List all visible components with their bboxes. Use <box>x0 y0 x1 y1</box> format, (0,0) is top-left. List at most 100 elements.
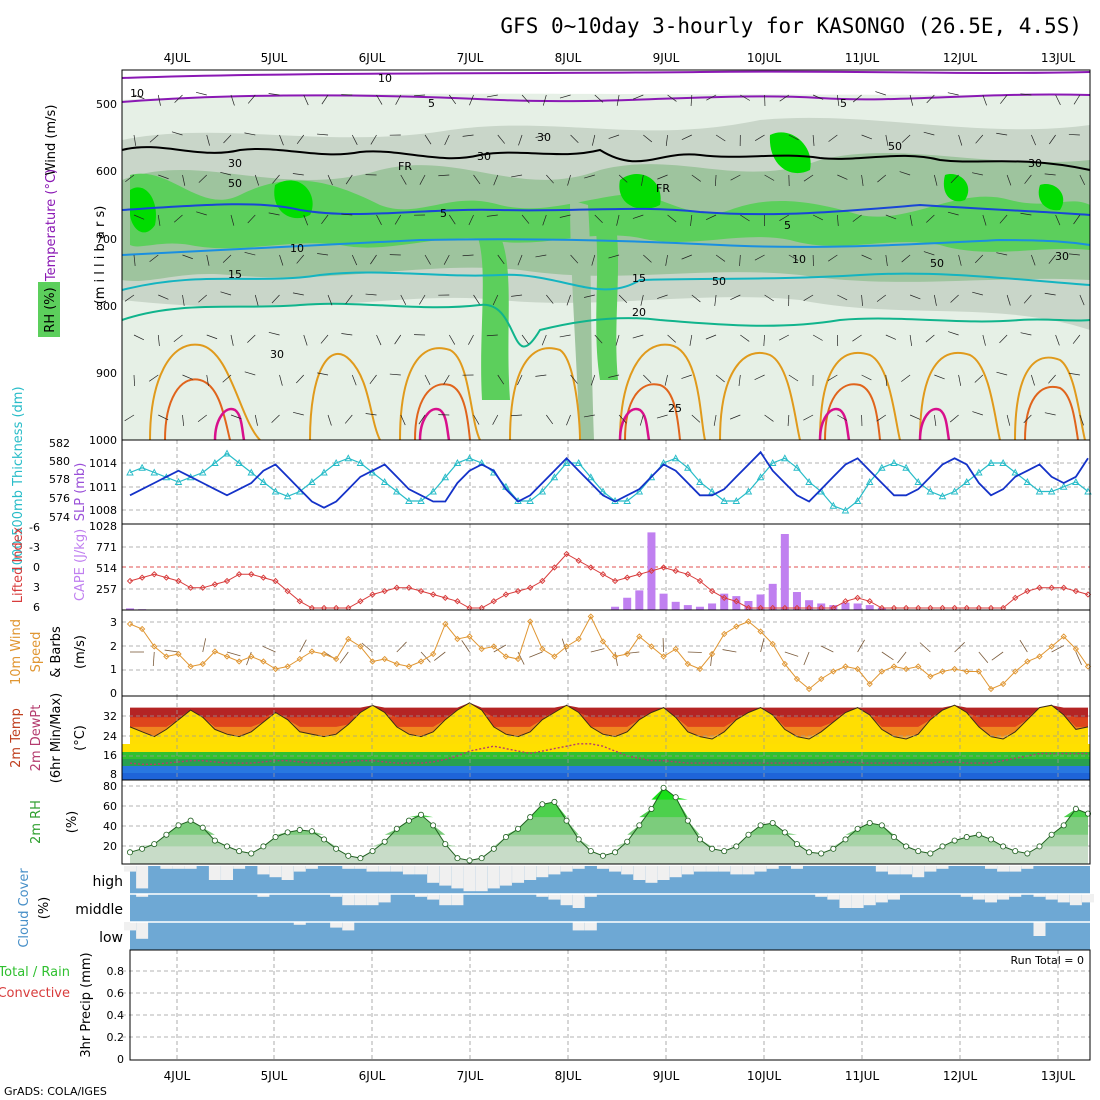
contour-label-15-b: 15 <box>632 272 646 285</box>
thickness-point-65 <box>914 478 922 485</box>
surface-barb-28 <box>461 640 470 653</box>
thickness-point-51 <box>744 487 753 495</box>
middle-cloud-bar-21 <box>378 894 391 903</box>
upper-barb-353 <box>934 414 937 426</box>
upper-barb-300 <box>608 374 620 378</box>
rh-point-46 <box>684 817 691 824</box>
wind-point-35 <box>551 653 558 660</box>
thickness-point-8 <box>223 449 231 457</box>
li-point-20 <box>369 591 376 598</box>
contour-label-5-a: 5 <box>440 207 447 220</box>
cape-bar-55 <box>792 592 801 610</box>
upper-barb-112 <box>899 171 911 176</box>
wind-point-52 <box>757 628 764 635</box>
rh-point-78 <box>1072 805 1079 812</box>
cape-tick-771: 771 <box>96 541 117 554</box>
upper-barb-94 <box>473 174 481 185</box>
upper-barb-91 <box>400 174 407 185</box>
thickness-point-61 <box>865 478 874 485</box>
li-point-76 <box>1048 584 1055 591</box>
upper-barb-104 <box>714 174 717 186</box>
thickness-point-7 <box>211 459 219 466</box>
thickness-point-38 <box>587 473 595 481</box>
precip-ylabel-b: Convective <box>0 986 70 1001</box>
thickness-point-39 <box>599 487 607 495</box>
upper-barb-24 <box>706 94 717 101</box>
upper-barb-167 <box>296 254 305 264</box>
wind-point-2 <box>151 643 158 650</box>
high-cloud-bar-48 <box>706 866 719 872</box>
wind-point-1 <box>138 625 146 633</box>
upper-barb-323 <box>197 414 207 423</box>
upper-barb-6 <box>268 93 280 96</box>
date-label-bottom-5: 9JUL <box>653 1069 680 1083</box>
upper-barb-177 <box>535 254 547 258</box>
upper-barb-96 <box>511 174 523 178</box>
middle-cloud-bar-27 <box>451 894 464 906</box>
rh-point-12 <box>272 834 279 841</box>
upper-barb-358 <box>1044 412 1056 416</box>
rh2m-marks <box>127 784 1092 864</box>
middle-cloud-bar-75 <box>1033 894 1046 897</box>
upper-barb-158 <box>1055 214 1061 226</box>
thickness-point-15 <box>308 478 316 485</box>
upper-barb-337 <box>546 414 554 425</box>
upper-barb-310 <box>861 374 872 381</box>
upper-barb-136 <box>521 214 530 224</box>
thickness-tick-582: 582 <box>49 437 70 450</box>
cape-bar-54 <box>780 534 789 610</box>
upper-barb-186 <box>754 254 765 261</box>
thickness-point-18 <box>344 454 353 462</box>
rh-point-0 <box>127 849 134 856</box>
upper-barb-117 <box>1024 174 1032 184</box>
li-point-10 <box>248 571 255 578</box>
middle-cloud-bar-59 <box>839 894 852 908</box>
upper-barb-258 <box>559 334 571 338</box>
rh-vertical-plume-1 <box>475 230 510 400</box>
rh-point-57 <box>818 850 825 857</box>
temp-tick-16: 16 <box>103 749 117 762</box>
upper-barb-309 <box>827 374 838 381</box>
rh-point-53 <box>769 820 776 827</box>
middle-cloud-bar-71 <box>984 894 997 903</box>
high-cloud-bar-40 <box>609 866 622 872</box>
upper-barb-218 <box>566 294 571 306</box>
high-cloud-bar-33 <box>524 866 537 880</box>
upper-barb-220 <box>618 294 628 304</box>
cape-tick-257: 257 <box>96 583 117 596</box>
wind-point-23 <box>405 663 413 670</box>
wind-point-8 <box>223 653 231 660</box>
high-cloud-bar-8 <box>221 866 234 880</box>
upper-barb-301 <box>643 374 652 384</box>
upper-barb-254 <box>468 334 474 345</box>
upper-barb-13 <box>449 94 457 105</box>
upper-barb-265 <box>740 334 750 342</box>
wind-point-78 <box>1072 645 1080 653</box>
li-point-6 <box>199 584 206 591</box>
high-cloud-bar-18 <box>342 866 355 869</box>
upper-barb-332 <box>418 414 426 425</box>
upper-barb-134 <box>468 214 474 226</box>
temp-tick-24: 24 <box>103 730 117 743</box>
high-cloud-bar-43 <box>645 866 658 883</box>
upper-barb-34 <box>947 92 959 96</box>
high-cloud-bar-47 <box>693 866 706 872</box>
pressure-tick-700: 700 <box>96 233 117 246</box>
thickness-point-16 <box>320 468 328 476</box>
rh-point-75 <box>1036 843 1043 850</box>
rh-point-4 <box>175 822 182 829</box>
rh-tick-20: 20 <box>103 840 117 853</box>
li-point-46 <box>684 571 691 578</box>
thickness-point-34 <box>538 487 547 495</box>
wind-point-67 <box>939 668 946 675</box>
upper-barb-130 <box>376 214 382 225</box>
surface-barb-6 <box>202 638 207 653</box>
rh-tick-80: 80 <box>103 780 117 793</box>
upper-barb-114 <box>950 174 959 184</box>
contour-label-5-upper-b: 5 <box>840 97 847 110</box>
upper-barb-341 <box>639 414 644 426</box>
high-cloud-bar-11 <box>257 866 270 875</box>
upper-barb-233 <box>934 294 937 306</box>
rh-point-30 <box>490 845 497 852</box>
